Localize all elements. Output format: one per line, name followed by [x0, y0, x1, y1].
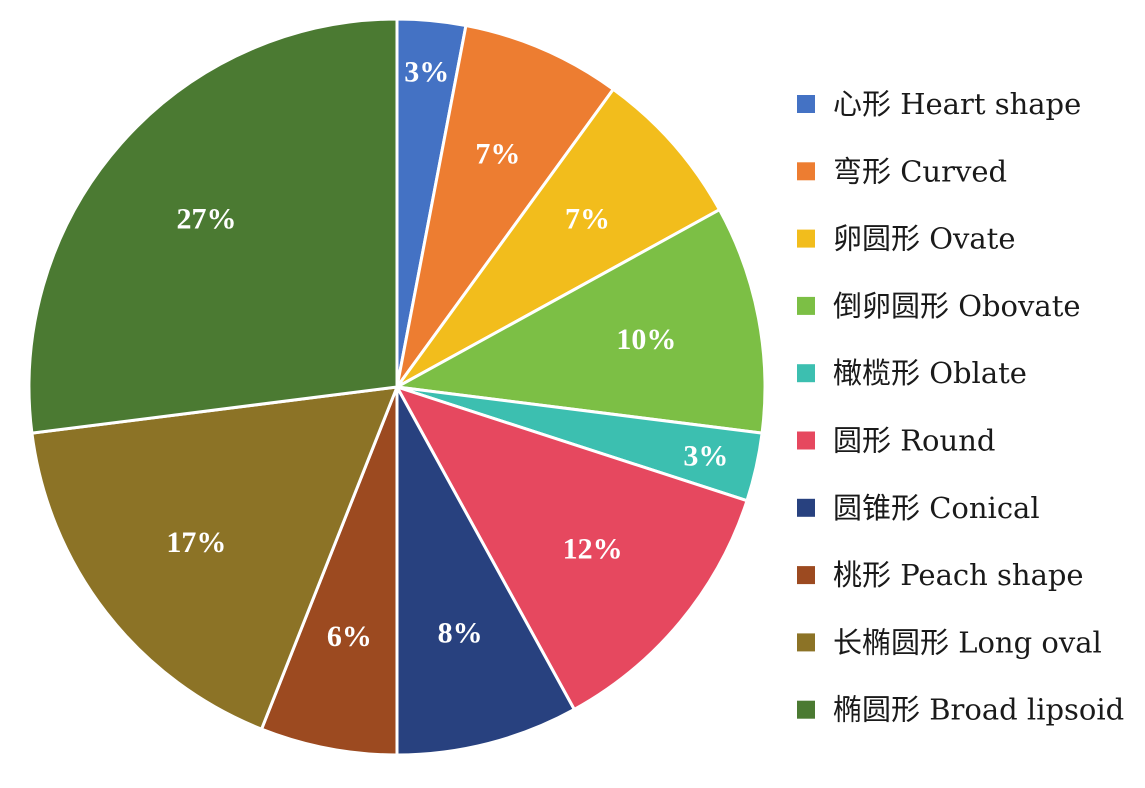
slice-label-conical: 8% [438, 616, 483, 649]
pie-slice-round [395, 385, 749, 711]
legend-label-oblate: 橄榄形 Oblate [833, 356, 1027, 390]
pie-slice-ovate [395, 87, 721, 389]
legend-label-peach-shape: 桃形 Peach shape [833, 558, 1084, 592]
legend-swatch-conical [797, 498, 815, 517]
pie-slice-conical [395, 385, 576, 757]
pie-slices [27, 17, 767, 757]
legend-label-obovate: 倒卵圆形 Obovate [833, 289, 1081, 323]
legend-label-ovate: 卵圆形 Ovate [833, 222, 1015, 256]
legend-swatch-broad-lipsoid [797, 700, 815, 719]
legend-label-round: 圆形 Round [833, 424, 995, 458]
slice-label-curved: 7% [475, 137, 520, 170]
legend-swatch-ovate [797, 229, 815, 248]
pie-slice-peach-shape [260, 385, 399, 757]
slice-label-round: 12% [563, 532, 623, 565]
pie-slice-curved [395, 24, 615, 389]
slice-label-broad-lipsoid: 27% [177, 203, 237, 236]
legend-swatch-heart-shape [797, 95, 815, 113]
slice-label-peach-shape: 6% [327, 620, 372, 653]
slice-label-ovate: 7% [565, 203, 610, 236]
legend-label-long-oval: 长椭圆形 Long oval [833, 625, 1102, 659]
legend-label-curved: 弯形 Curved [833, 154, 1007, 188]
legend-label-heart-shape: 心形 Heart shape [833, 87, 1081, 121]
legend-swatch-round [797, 431, 815, 450]
legend-swatch-long-oval [797, 633, 815, 652]
legend-label-conical: 圆锥形 Conical [833, 491, 1040, 525]
pie-slice-long-oval [30, 385, 399, 731]
legend-swatch-peach-shape [797, 566, 815, 585]
pie-slice-broad-lipsoid [27, 17, 399, 435]
slice-label-long-oval: 17% [166, 526, 226, 559]
legend-swatch-curved [797, 162, 815, 181]
slice-label-obovate: 10% [616, 323, 676, 356]
slice-label-heart-shape: 3% [404, 55, 449, 88]
chart-legend: 心形 Heart shape 弯形 Curved 卵圆形 Ovate 倒卵圆形 Obo… [797, 87, 1124, 727]
legend-swatch-oblate [797, 364, 815, 383]
pie-slice-obovate [395, 208, 767, 435]
slice-label-oblate: 3% [683, 440, 728, 473]
legend-swatch-obovate [797, 296, 815, 315]
pie-slice-labels: 3% 7% 7% 10% 3% 12% 8% 6% 17% 27% [166, 55, 728, 652]
legend-label-broad-lipsoid: 椭圆形 Broad lipsoid [833, 693, 1124, 727]
